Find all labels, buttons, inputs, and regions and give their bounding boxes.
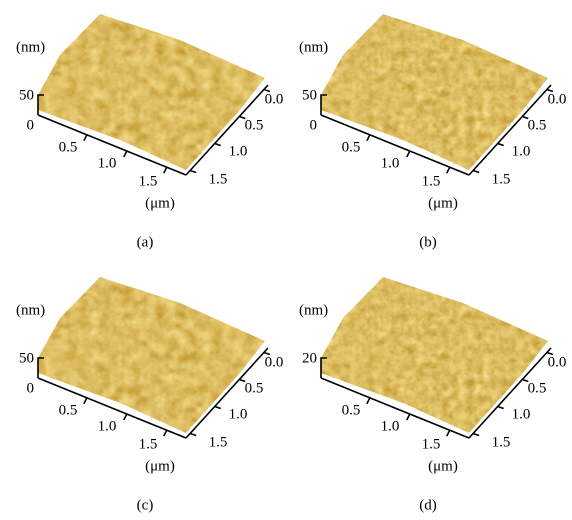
x-tick-label: 1.5 — [422, 173, 441, 189]
x-tick-label: 1.0 — [98, 418, 117, 434]
z-unit: (nm) — [16, 39, 45, 55]
y-tick — [473, 434, 479, 436]
y-tick-label: 0.0 — [548, 91, 567, 107]
x-unit: (μm) — [428, 195, 458, 211]
z-tick-label: 50 — [19, 350, 34, 366]
x-tick — [447, 167, 450, 173]
caption: (a) — [137, 234, 154, 250]
z-unit: (nm) — [16, 302, 45, 318]
y-tick — [190, 434, 196, 436]
y-tick-label: 0.5 — [528, 380, 547, 396]
y-tick — [498, 144, 504, 146]
y-tick-label: 0.0 — [265, 354, 284, 370]
x-tick — [124, 151, 127, 157]
x-tick-label: 0.5 — [342, 139, 361, 155]
x-tick-label: 1.0 — [98, 155, 117, 171]
x-tick-label: 0.5 — [59, 402, 78, 418]
z-unit: (nm) — [299, 39, 328, 55]
x-unit: (μm) — [145, 458, 175, 474]
x-tick-label: 1.5 — [139, 436, 158, 452]
caption: (d) — [419, 497, 437, 513]
z-tick-label: 50 — [302, 87, 317, 103]
y-tick-label: 1.0 — [229, 143, 248, 159]
y-tick-label: 0.0 — [548, 354, 567, 370]
z-tick-label: 0 — [310, 117, 318, 133]
x-tick-label: 0.5 — [342, 402, 361, 418]
y-tick-label: 0.5 — [245, 380, 264, 396]
y-tick-label: 1.0 — [229, 406, 248, 422]
x-unit: (μm) — [145, 195, 175, 211]
x-tick — [164, 167, 167, 173]
y-tick — [473, 171, 479, 173]
y-tick-label: 1.5 — [492, 171, 511, 187]
y-tick-label: 1.5 — [492, 434, 511, 450]
caption: (b) — [419, 234, 437, 250]
figure: (nm)5000.51.01.5(μm)0.00.51.01.5(a)(nm)5… — [0, 0, 572, 520]
x-tick — [84, 135, 87, 141]
caption: (c) — [137, 497, 154, 513]
z-unit: (nm) — [299, 302, 328, 318]
z-tick-label: 50 — [19, 87, 34, 103]
y-tick-label: 0.0 — [265, 91, 284, 107]
y-tick — [190, 171, 196, 173]
x-tick-label: 1.5 — [422, 436, 441, 452]
x-unit: (μm) — [428, 458, 458, 474]
x-tick — [84, 398, 87, 404]
x-tick — [407, 414, 410, 420]
y-tick-label: 0.5 — [528, 117, 547, 133]
y-tick — [215, 407, 221, 409]
y-tick-label: 1.5 — [209, 171, 228, 187]
z-tick-label: 20 — [302, 350, 317, 366]
y-tick-label: 1.5 — [209, 434, 228, 450]
x-tick — [367, 398, 370, 404]
z-tick-label: 0 — [27, 380, 35, 396]
y-tick — [215, 144, 221, 146]
x-tick-label: 1.0 — [381, 155, 400, 171]
y-tick-label: 1.0 — [512, 143, 531, 159]
x-tick-label: 1.0 — [381, 418, 400, 434]
x-tick-label: 0.5 — [59, 139, 78, 155]
z-tick-label: 0 — [27, 117, 35, 133]
x-tick — [407, 151, 410, 157]
x-tick — [367, 135, 370, 141]
x-tick — [164, 430, 167, 436]
y-tick-label: 0.5 — [245, 117, 264, 133]
x-tick — [447, 430, 450, 436]
afm-panel: (nm)200.51.01.5(μm)0.00.51.01.5(d) — [299, 268, 566, 513]
x-tick — [124, 414, 127, 420]
x-tick-label: 1.5 — [139, 173, 158, 189]
y-tick — [498, 407, 504, 409]
y-tick-label: 1.0 — [512, 406, 531, 422]
